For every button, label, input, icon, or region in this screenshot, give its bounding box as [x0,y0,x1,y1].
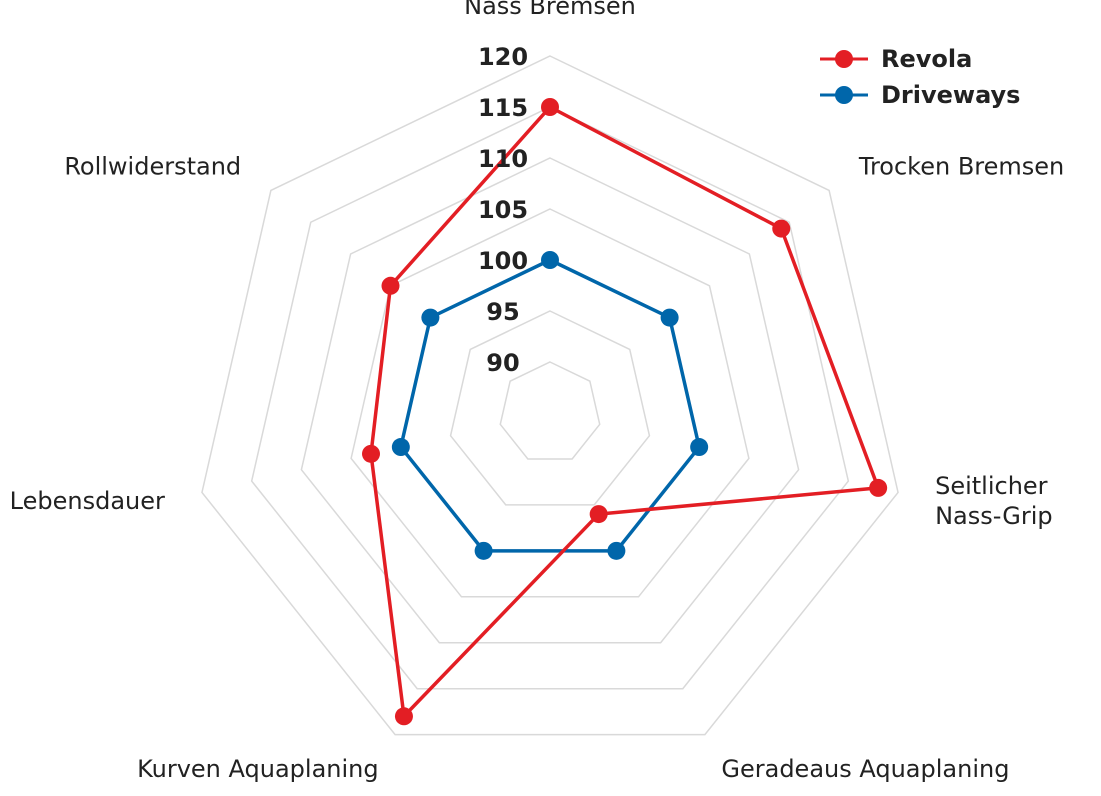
tick-label: 90 [486,349,519,377]
axis-label: Nass Bremsen [464,0,636,20]
data-point-driveways [690,438,709,457]
data-point-driveways [421,308,440,327]
data-point-revola [869,478,888,497]
radar-series [362,98,888,726]
radar-grid [201,55,899,736]
grid-ring [449,310,651,506]
legend-marker-driveways [835,86,853,104]
tick-label: 100 [478,247,528,275]
grid-ring [300,157,800,644]
axis-category-labels: Nass Bremsen Trocken Bremsen Seitlicher Nas… [10,0,1065,783]
tick-label: 95 [486,298,519,326]
axis-label: Trocken Bremsen [858,153,1064,181]
data-point-revola [381,276,400,295]
grid-ring [350,208,750,598]
axis-label: Rollwiderstand [64,153,241,181]
radial-tick-labels: 90 95 100 105 110 115 120 [478,43,528,377]
series-revola [362,98,888,726]
tick-label: 110 [478,145,528,173]
grid-ring [250,106,850,690]
legend-label-driveways: Driveways [881,81,1020,109]
chart-legend: Revola Driveways [820,45,1020,109]
grid-ring [201,55,899,736]
data-point-driveways [391,438,410,457]
data-point-driveways [474,541,493,560]
legend-item-revola: Revola [820,45,972,73]
data-point-revola [541,98,559,116]
data-point-driveways [660,308,679,327]
axis-label: Lebensdauer [10,487,165,515]
legend-label-revola: Revola [881,45,972,73]
series-line-revola [369,105,880,719]
tick-label: 115 [478,94,528,122]
legend-marker-revola [835,50,853,68]
legend-item-driveways: Driveways [820,81,1020,109]
data-point-driveways [541,251,559,269]
grid-ring [499,361,601,460]
data-point-revola [394,707,413,726]
data-point-driveways [607,541,626,560]
axis-label: Seitlicher Nass-Grip [935,472,1053,530]
axis-label: Geradeaus Aquaplaning [721,755,1009,783]
series-line-driveways [399,258,701,553]
tick-label: 120 [478,43,528,71]
series-driveways [391,251,709,560]
tick-label: 105 [478,196,528,224]
data-point-revola [362,444,381,463]
data-point-revola [772,219,791,238]
data-point-revola [589,505,608,524]
axis-label: Kurven Aquaplaning [137,755,379,783]
